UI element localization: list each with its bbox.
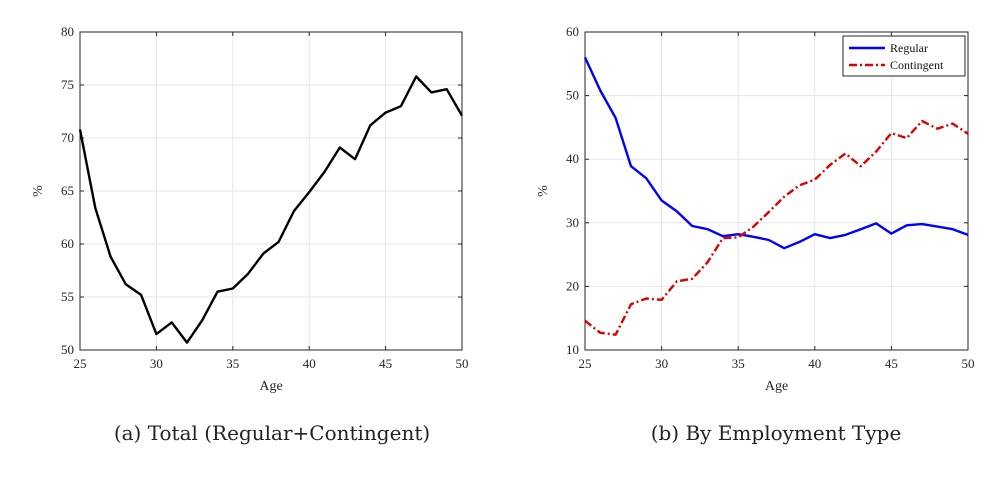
x-tick-label: 30: [655, 356, 668, 371]
y-tick-label: 50: [61, 342, 74, 357]
caption-b: (b) By Employment Type: [651, 421, 902, 445]
x-tick-label: 50: [456, 356, 469, 371]
panel-b-by-employment-type: 25 30 35 40 45 50 10 20 30 40 50 60 Age% Regular Conti…: [536, 24, 975, 394]
panel-a-total: 25 30 35 40 45 50 50 55 60 65 70 75 80 Age%: [31, 24, 469, 394]
series-line-contingent: [584, 119, 969, 336]
y-tick-label: 50: [566, 88, 579, 103]
y-tick-label: 65: [61, 183, 74, 198]
y-tick-label: 75: [61, 77, 74, 92]
legend: Regular Contingent: [842, 35, 966, 77]
x-tick-label: 25: [74, 356, 87, 371]
x-tick-label: 35: [226, 356, 239, 371]
y-tick-label: 40: [566, 151, 579, 166]
legend-label: Regular: [890, 41, 928, 55]
y-tick-label: 80: [61, 24, 74, 39]
y-tick-label: 70: [61, 130, 74, 145]
legend-label: Contingent: [890, 58, 944, 72]
x-axis-label: Age: [259, 379, 282, 394]
x-tick-label: 35: [732, 356, 745, 371]
series-line-total: [78, 75, 464, 344]
caption-a: (a) Total (Regular+Contingent): [114, 421, 430, 445]
axes-frame: [584, 31, 969, 351]
x-tick-label: 45: [379, 356, 392, 371]
y-axis-label: %: [536, 185, 551, 197]
x-tick-label: 30: [150, 356, 163, 371]
series-line-regular: [583, 56, 969, 250]
legend-box: [842, 35, 966, 77]
y-tick-label: 20: [566, 278, 579, 293]
x-tick-label: 25: [579, 356, 592, 371]
x-tick-label: 50: [962, 356, 975, 371]
x-tick-label: 40: [808, 356, 821, 371]
y-tick-label: 10: [566, 342, 579, 357]
x-axis-label: Age: [765, 379, 788, 394]
x-tick-label: 40: [303, 356, 316, 371]
x-tick-label: 45: [885, 356, 898, 371]
y-tick-label: 60: [566, 24, 579, 39]
y-tick-label: 55: [61, 289, 74, 304]
y-axis-label: %: [31, 185, 46, 197]
y-tick-label: 30: [566, 215, 579, 230]
y-tick-label: 60: [61, 236, 74, 251]
